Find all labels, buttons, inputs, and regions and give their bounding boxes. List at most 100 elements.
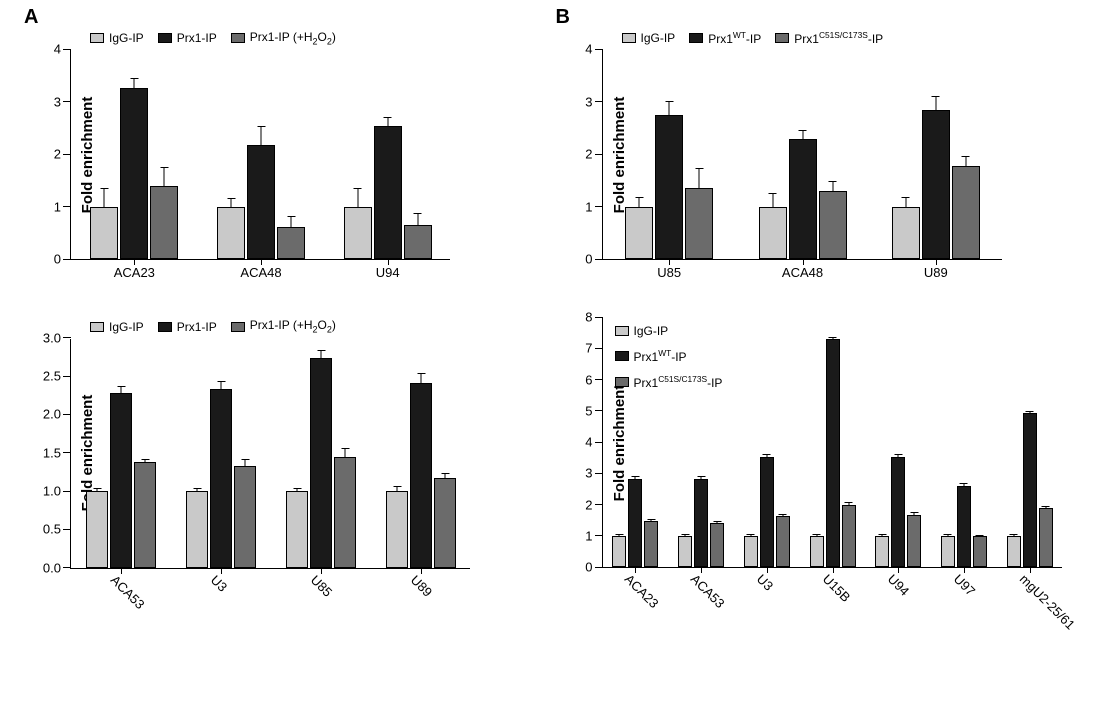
bar-igG bbox=[217, 207, 245, 260]
error-bar bbox=[802, 130, 803, 141]
error-bar bbox=[685, 534, 686, 537]
bar-group bbox=[86, 393, 156, 568]
y-tick-label: 3 bbox=[54, 94, 71, 109]
bar-igG bbox=[759, 207, 787, 260]
column-a: A IgG-IPPrx1-IPPrx1-IP (+H2O2)Fold enric… bbox=[20, 10, 552, 703]
bar-group bbox=[286, 358, 356, 567]
panel-label-b: B bbox=[556, 6, 570, 29]
bar-group bbox=[386, 383, 456, 568]
y-tick-label: 2 bbox=[54, 147, 71, 162]
bar-h2o2 bbox=[710, 523, 724, 567]
bar-h2o2 bbox=[150, 186, 178, 260]
y-tick-label: 0 bbox=[585, 252, 602, 267]
x-tick-label: U89 bbox=[924, 259, 948, 280]
legend-label: Prx1C51S/C173S-IP bbox=[634, 374, 723, 390]
y-tick-label: 1.5 bbox=[43, 445, 71, 460]
bar-igG bbox=[892, 207, 920, 260]
legend-swatch bbox=[158, 33, 172, 43]
bar-h2o2 bbox=[434, 478, 456, 568]
legend-item-igG: IgG-IP bbox=[622, 31, 676, 45]
x-tick-label: U94 bbox=[376, 259, 400, 280]
bar-h2o2 bbox=[842, 505, 856, 567]
error-bar bbox=[699, 168, 700, 189]
bar-group bbox=[612, 479, 658, 567]
legend-item-prx1: Prx1WT-IP bbox=[615, 348, 687, 364]
y-tick-label: 2 bbox=[585, 497, 602, 512]
legend-label: IgG-IP bbox=[641, 31, 676, 45]
legend-item-h2o2: Prx1-IP (+H2O2) bbox=[231, 30, 336, 46]
bar-igG bbox=[86, 491, 108, 568]
bar-prx1 bbox=[1023, 413, 1037, 567]
bar-h2o2 bbox=[644, 521, 658, 567]
bar-group bbox=[344, 126, 432, 260]
legend-swatch bbox=[689, 33, 703, 43]
y-tick-label: 0.0 bbox=[43, 560, 71, 575]
error-bar bbox=[701, 476, 702, 480]
y-tick-label: 5 bbox=[585, 403, 602, 418]
x-tick-label: U3 bbox=[754, 571, 776, 593]
error-bar bbox=[387, 117, 388, 126]
bar-prx1 bbox=[310, 358, 332, 567]
legend-swatch bbox=[615, 351, 629, 361]
bar-group bbox=[678, 479, 724, 567]
legend-label: IgG-IP bbox=[109, 320, 144, 334]
x-tick bbox=[321, 568, 322, 574]
legend-swatch bbox=[158, 322, 172, 332]
bar-group bbox=[186, 389, 256, 568]
y-tick-label: 7 bbox=[585, 341, 602, 356]
error-bar bbox=[848, 502, 849, 506]
bar-h2o2 bbox=[973, 536, 987, 567]
bar-igG bbox=[875, 536, 889, 567]
legend-label: Prx1WT-IP bbox=[634, 348, 687, 364]
legend-item-prx1: Prx1-IP bbox=[158, 31, 217, 45]
bar-prx1 bbox=[374, 126, 402, 260]
plot-area: Fold enrichment01234U85ACA48U89 bbox=[602, 50, 1002, 260]
error-bar bbox=[635, 476, 636, 480]
chart-B_top: IgG-IPPrx1WT-IPPrx1C51S/C173S-IPFold enr… bbox=[602, 30, 1074, 288]
y-tick-label: 0 bbox=[54, 252, 71, 267]
y-tick-label: 0.5 bbox=[43, 522, 71, 537]
error-bar bbox=[197, 488, 198, 492]
legend-swatch bbox=[615, 326, 629, 336]
bar-h2o2 bbox=[952, 166, 980, 259]
legend-label: Prx1-IP bbox=[177, 320, 217, 334]
bar-igG bbox=[625, 207, 653, 260]
bar-igG bbox=[941, 536, 955, 567]
error-bar bbox=[221, 381, 222, 390]
x-tick-label: U97 bbox=[951, 571, 978, 598]
chart-A_top: IgG-IPPrx1-IPPrx1-IP (+H2O2)Fold enrichm… bbox=[70, 30, 542, 288]
error-bar bbox=[750, 534, 751, 537]
legend-item-h2o2: Prx1C51S/C173S-IP bbox=[615, 374, 723, 390]
legend-label: Prx1-IP bbox=[177, 31, 217, 45]
y-tick-label: 4 bbox=[585, 435, 602, 450]
error-bar bbox=[619, 534, 620, 537]
bar-igG bbox=[286, 491, 308, 568]
bar-prx1 bbox=[922, 110, 950, 259]
legend-label: IgG-IP bbox=[634, 324, 669, 338]
y-tick-label: 4 bbox=[54, 42, 71, 57]
error-bar bbox=[651, 519, 652, 522]
y-tick-label: 1 bbox=[585, 528, 602, 543]
bar-group bbox=[217, 145, 305, 259]
error-bar bbox=[882, 534, 883, 537]
legend-swatch bbox=[90, 322, 104, 332]
x-tick-label: U3 bbox=[208, 572, 230, 594]
bar-h2o2 bbox=[1039, 508, 1053, 567]
bar-h2o2 bbox=[334, 457, 356, 568]
error-bar bbox=[914, 512, 915, 516]
x-tick-label: ACA48 bbox=[782, 259, 823, 280]
x-tick-label: U94 bbox=[885, 571, 912, 598]
bar-group bbox=[875, 457, 921, 567]
error-bar bbox=[639, 197, 640, 208]
x-tick bbox=[833, 567, 834, 573]
plot-area: Fold enrichment012345678ACA23ACA53U3U15B… bbox=[602, 318, 1062, 568]
chart-b-top-slot: IgG-IPPrx1WT-IPPrx1C51S/C173S-IPFold enr… bbox=[552, 10, 1084, 298]
bar-prx1 bbox=[826, 339, 840, 567]
y-tick-label: 2 bbox=[585, 147, 602, 162]
error-bar bbox=[965, 156, 966, 167]
legend-item-h2o2: Prx1-IP (+H2O2) bbox=[231, 318, 336, 334]
error-bar bbox=[345, 448, 346, 457]
legend-item-igG: IgG-IP bbox=[90, 31, 144, 45]
error-bar bbox=[121, 386, 122, 394]
bar-group bbox=[759, 139, 847, 259]
